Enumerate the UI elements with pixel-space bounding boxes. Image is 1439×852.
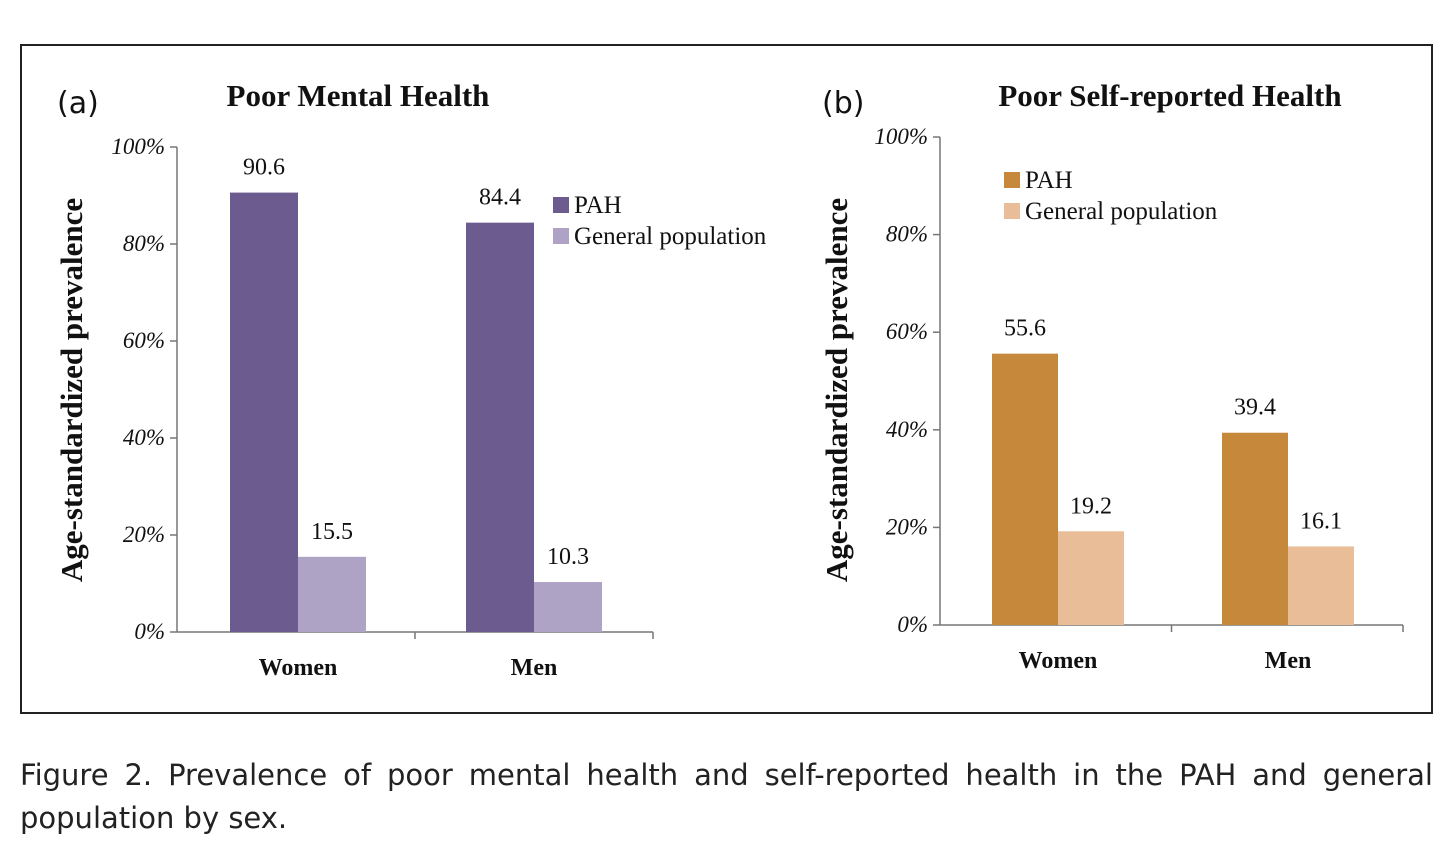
panel-b-bar xyxy=(1222,432,1288,625)
panel-b-title: Poor Self-reported Health xyxy=(998,78,1341,113)
panel-a-y-tick-label: 0% xyxy=(134,619,165,644)
panel-a-legend-swatch xyxy=(553,228,569,244)
panel-b-x-tick-label: Men xyxy=(1265,648,1312,674)
panel-a-data-label: 10.3 xyxy=(547,544,589,570)
panel-b-data-label: 19.2 xyxy=(1070,493,1112,519)
panel-b-chart: (b) Poor Self-reported Health Age-standard… xyxy=(819,78,1404,674)
panel-b-y-tick-label: 80% xyxy=(886,222,928,247)
panel-a-bar xyxy=(534,582,602,632)
panel-b-y-tick-label: 40% xyxy=(886,417,928,442)
panel-a-y-tick-label: 20% xyxy=(123,522,165,547)
panel-a-x-tick-label: Men xyxy=(511,655,558,681)
figure-caption: Figure 2. Prevalence of poor mental heal… xyxy=(20,758,1433,835)
panel-b-bar xyxy=(992,353,1058,625)
panel-a-data-label: 90.6 xyxy=(243,155,285,181)
panel-a-chart: (a) Poor Mental Health Age-standardized pr… xyxy=(54,78,767,681)
panel-a-legend-label: PAH xyxy=(574,192,622,219)
panel-b-legend-swatch xyxy=(1004,203,1020,219)
panel-b-data-label: 39.4 xyxy=(1234,395,1276,421)
panel-a-label: (a) xyxy=(57,86,99,121)
panel-b-y-tick-label: 20% xyxy=(886,514,928,539)
panel-b-data-label: 16.1 xyxy=(1300,508,1342,534)
panel-a-bar xyxy=(466,222,534,632)
panel-a-y-tick-label: 40% xyxy=(123,425,165,450)
panel-a-legend-label: General population xyxy=(574,223,767,250)
panel-a-bar xyxy=(298,556,366,632)
panel-b-y-axis-label: Age-standardized prevalence xyxy=(819,198,854,582)
panel-a-data-label: 15.5 xyxy=(311,519,353,545)
panel-a-x-tick-label: Women xyxy=(259,655,338,681)
panel-b-bar xyxy=(1288,546,1354,625)
panel-a-bar xyxy=(230,192,298,632)
panel-a-y-tick-label: 80% xyxy=(123,231,165,256)
panel-b-legend-label: PAH xyxy=(1025,167,1073,194)
panel-b-legend-label: General population xyxy=(1025,198,1218,225)
panel-a-legend-swatch xyxy=(553,197,569,213)
panel-b-x-tick-label: Women xyxy=(1019,648,1098,674)
panel-a-title: Poor Mental Health xyxy=(227,78,490,113)
panel-a-data-label: 84.4 xyxy=(479,185,521,211)
panel-b-y-tick-label: 60% xyxy=(886,319,928,344)
panel-b-bar xyxy=(1058,531,1124,625)
panel-a-y-axis-label: Age-standardized prevalence xyxy=(54,198,89,582)
panel-b-y-tick-label: 0% xyxy=(897,612,928,637)
panel-a-y-tick-label: 100% xyxy=(111,134,165,159)
panel-b-label: (b) xyxy=(822,86,864,121)
panel-b-data-label: 55.6 xyxy=(1004,316,1046,342)
panel-b-y-tick-label: 100% xyxy=(874,124,928,149)
panel-b-legend-swatch xyxy=(1004,172,1020,188)
panel-a-y-tick-label: 60% xyxy=(123,328,165,353)
